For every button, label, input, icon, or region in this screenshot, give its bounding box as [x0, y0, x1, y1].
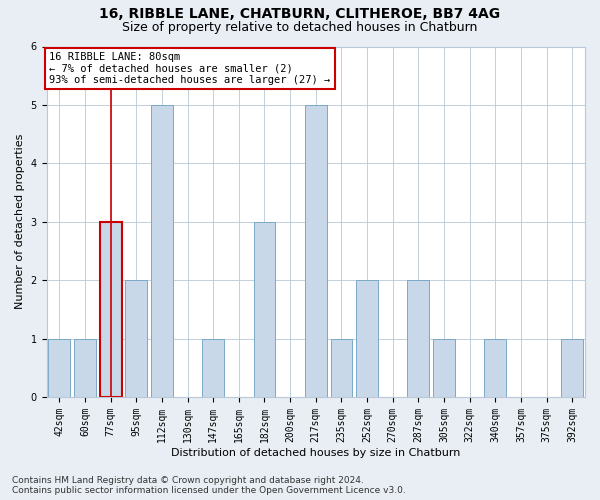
X-axis label: Distribution of detached houses by size in Chatburn: Distribution of detached houses by size …: [171, 448, 460, 458]
Bar: [151, 105, 173, 397]
Bar: [356, 280, 378, 397]
Bar: [331, 338, 352, 397]
Text: 16, RIBBLE LANE, CHATBURN, CLITHEROE, BB7 4AG: 16, RIBBLE LANE, CHATBURN, CLITHEROE, BB…: [100, 8, 500, 22]
Y-axis label: Number of detached properties: Number of detached properties: [15, 134, 25, 310]
Bar: [433, 338, 455, 397]
Bar: [202, 338, 224, 397]
Text: Size of property relative to detached houses in Chatburn: Size of property relative to detached ho…: [122, 21, 478, 34]
Bar: [254, 222, 275, 397]
Text: 16 RIBBLE LANE: 80sqm
← 7% of detached houses are smaller (2)
93% of semi-detach: 16 RIBBLE LANE: 80sqm ← 7% of detached h…: [49, 52, 331, 85]
Bar: [305, 105, 326, 397]
Bar: [407, 280, 429, 397]
Bar: [100, 222, 122, 397]
Bar: [561, 338, 583, 397]
Bar: [74, 338, 96, 397]
Bar: [49, 338, 70, 397]
Bar: [484, 338, 506, 397]
Bar: [125, 280, 147, 397]
Text: Contains HM Land Registry data © Crown copyright and database right 2024.
Contai: Contains HM Land Registry data © Crown c…: [12, 476, 406, 495]
